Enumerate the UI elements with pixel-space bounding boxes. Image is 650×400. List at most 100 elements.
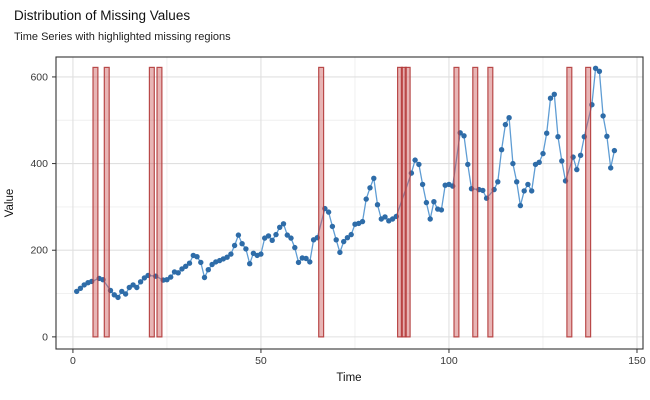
panel-border-rect bbox=[55, 56, 644, 350]
data-point bbox=[438, 207, 445, 213]
data-point bbox=[269, 237, 275, 243]
data-point bbox=[175, 270, 181, 276]
data-point bbox=[431, 199, 437, 205]
data-point bbox=[536, 159, 542, 165]
data-point bbox=[604, 133, 610, 139]
x-tick-label: 150 bbox=[628, 355, 646, 367]
missing-region-bar bbox=[566, 66, 573, 338]
data-point bbox=[416, 161, 422, 168]
data-point bbox=[231, 242, 238, 249]
panel-border bbox=[55, 56, 644, 350]
x-tick-label: 50 bbox=[255, 355, 267, 367]
data-point bbox=[461, 133, 467, 139]
axis-tick-labels: 0 50 100 150 0 200 400 600 bbox=[30, 71, 645, 367]
data-point bbox=[235, 232, 242, 238]
data-point bbox=[517, 202, 524, 209]
y-tick-label: 0 bbox=[42, 331, 48, 343]
data-point bbox=[592, 65, 599, 72]
data-point bbox=[243, 246, 249, 252]
data-point bbox=[273, 231, 279, 238]
x-tick-label: 100 bbox=[440, 355, 458, 367]
data-point bbox=[198, 259, 204, 266]
data-point bbox=[363, 196, 369, 202]
missing-region-bar bbox=[404, 66, 411, 338]
data-point bbox=[329, 223, 336, 230]
data-point bbox=[228, 251, 234, 257]
data-point bbox=[74, 288, 80, 295]
data-point bbox=[126, 284, 132, 291]
data-point bbox=[307, 259, 313, 265]
data-point bbox=[119, 288, 125, 295]
x-axis-title: Time bbox=[336, 372, 361, 384]
missing-region-bars bbox=[92, 66, 592, 338]
y-tick-label: 600 bbox=[30, 71, 48, 83]
data-point bbox=[600, 113, 606, 119]
data-point bbox=[551, 91, 557, 98]
data-point bbox=[419, 181, 426, 188]
data-point bbox=[303, 255, 309, 262]
data-point bbox=[596, 68, 603, 75]
x-tick-label: 0 bbox=[70, 355, 76, 367]
data-point bbox=[529, 188, 535, 194]
data-point bbox=[168, 274, 174, 280]
data-point bbox=[544, 130, 550, 136]
time-series-points bbox=[74, 65, 618, 301]
data-point bbox=[277, 224, 283, 230]
missing-region-bar bbox=[318, 66, 325, 338]
data-point bbox=[412, 157, 418, 163]
data-point bbox=[427, 216, 433, 222]
data-point bbox=[498, 147, 505, 153]
chart-title: Distribution of Missing Values bbox=[14, 8, 190, 23]
missing-region-bar bbox=[92, 66, 99, 338]
missing-region-bar bbox=[487, 66, 494, 338]
y-tick-label: 200 bbox=[30, 245, 48, 257]
data-point bbox=[292, 244, 298, 251]
data-point bbox=[344, 235, 351, 241]
data-point bbox=[521, 188, 527, 194]
chart-subtitle: Time Series with highlighted missing reg… bbox=[14, 31, 231, 43]
data-point bbox=[506, 115, 512, 121]
axis-ticks bbox=[52, 76, 638, 353]
data-point bbox=[333, 237, 339, 243]
data-point bbox=[115, 294, 121, 301]
data-point bbox=[510, 160, 516, 167]
data-point bbox=[224, 254, 230, 260]
data-point bbox=[337, 249, 343, 256]
missing-region-bar bbox=[397, 66, 404, 338]
missing-region-bar bbox=[472, 66, 479, 338]
data-point bbox=[239, 241, 245, 247]
data-point bbox=[122, 291, 129, 297]
data-point bbox=[465, 161, 471, 168]
data-point bbox=[288, 235, 294, 241]
data-point bbox=[280, 221, 287, 227]
data-point bbox=[371, 175, 377, 181]
data-point bbox=[183, 263, 189, 269]
missing-region-bar bbox=[103, 66, 110, 338]
data-point bbox=[284, 232, 290, 238]
data-point bbox=[480, 187, 486, 194]
data-point bbox=[547, 95, 554, 101]
data-point bbox=[359, 218, 366, 225]
data-point bbox=[258, 251, 264, 257]
data-point bbox=[514, 179, 520, 185]
y-axis-title: Value bbox=[4, 189, 16, 218]
data-point bbox=[367, 185, 373, 191]
missing-region-bar bbox=[585, 66, 592, 338]
data-point bbox=[374, 202, 381, 208]
data-point bbox=[77, 285, 84, 291]
data-point bbox=[201, 274, 208, 281]
data-point bbox=[611, 147, 618, 154]
data-point bbox=[423, 199, 430, 206]
data-point bbox=[247, 261, 253, 267]
data-point bbox=[325, 209, 332, 215]
data-point bbox=[577, 152, 584, 158]
data-point bbox=[137, 279, 144, 285]
missing-region-bar bbox=[453, 66, 460, 338]
data-point bbox=[502, 121, 509, 128]
data-point bbox=[382, 214, 388, 220]
data-point bbox=[555, 134, 561, 140]
data-point bbox=[164, 277, 170, 283]
missing-region-bar bbox=[400, 66, 407, 338]
data-point bbox=[265, 233, 272, 239]
